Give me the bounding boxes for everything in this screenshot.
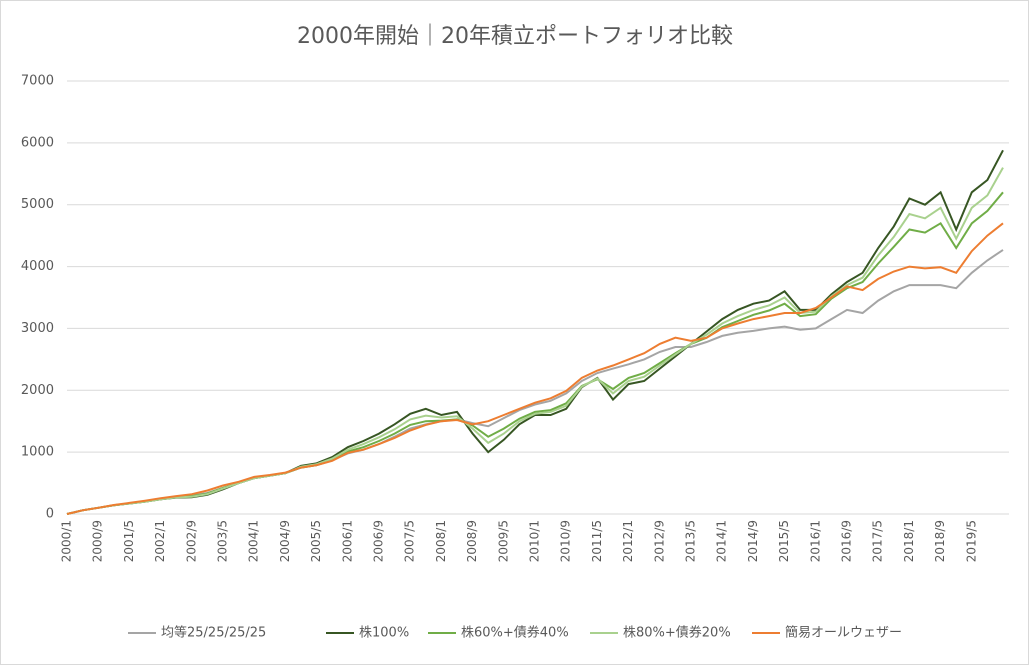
x-tick-label: 2009/5 (496, 520, 510, 562)
x-tick-label: 2018/9 (933, 520, 947, 562)
series-line (66, 167, 1004, 515)
x-tick-label: 2006/1 (340, 520, 354, 562)
x-tick-label: 2004/9 (278, 520, 292, 562)
x-tick-label: 2005/5 (309, 520, 323, 562)
legend-label: 株100% (359, 626, 409, 641)
x-tick-label: 2000/1 (60, 520, 74, 562)
x-tick-label: 2012/9 (652, 520, 666, 562)
legend-label: 均等25/25/25/25 (161, 625, 266, 641)
x-tick-label: 2018/1 (902, 520, 916, 562)
y-tick-label: 4000 (21, 259, 54, 274)
x-tick-label: 2019/5 (964, 520, 978, 562)
x-tick-label: 2014/9 (746, 520, 760, 562)
legend-label: 株80%+債券20% (623, 625, 731, 641)
y-tick-label: 6000 (21, 135, 54, 150)
y-tick-label: 5000 (21, 197, 54, 212)
x-tick-label: 2010/1 (528, 520, 542, 562)
x-tick-label: 2016/1 (808, 520, 822, 562)
x-tick-label: 2007/5 (403, 520, 417, 562)
y-tick-label: 3000 (21, 321, 54, 336)
x-tick-label: 2011/5 (590, 520, 604, 562)
chart-title: 2000年開始｜20年積立ポートフォリオ比較 (297, 24, 733, 49)
x-tick-label: 2002/1 (153, 520, 167, 562)
x-tick-label: 2013/5 (684, 520, 698, 562)
legend-label: 株60%+債券40% (461, 625, 569, 641)
x-tick-label: 2015/5 (777, 520, 791, 562)
x-tick-label: 2016/9 (840, 520, 854, 562)
x-tick-label: 2004/1 (247, 520, 261, 562)
x-tick-label: 2001/5 (122, 520, 136, 562)
y-tick-label: 2000 (21, 383, 54, 398)
x-tick-label: 2017/5 (871, 520, 885, 562)
x-tick-label: 2008/1 (434, 520, 448, 562)
y-tick-label: 1000 (21, 445, 54, 460)
series-line (66, 222, 1004, 515)
x-tick-label: 2000/9 (91, 520, 105, 562)
x-tick-label: 2008/9 (465, 520, 479, 562)
legend-label: 簡易オールウェザー (785, 626, 902, 641)
x-tick-label: 2012/1 (621, 520, 635, 562)
y-tick-label: 0 (46, 507, 54, 522)
x-tick-label: 2010/9 (559, 520, 573, 562)
x-tick-label: 2014/1 (715, 520, 729, 562)
x-tick-label: 2003/5 (216, 520, 230, 562)
y-tick-label: 7000 (21, 74, 54, 89)
x-tick-label: 2002/9 (184, 520, 198, 562)
x-tick-label: 2006/9 (372, 520, 386, 562)
